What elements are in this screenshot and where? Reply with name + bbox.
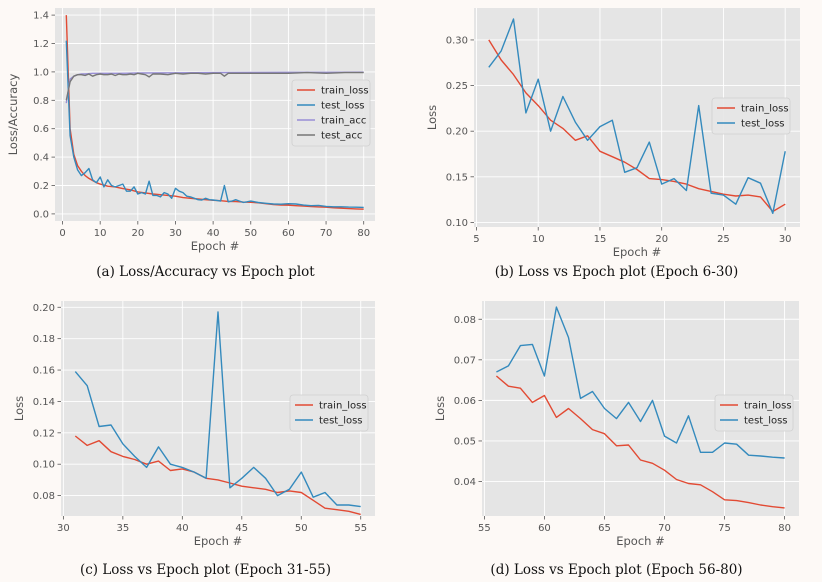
y-tick-label: 0.06 — [454, 396, 476, 407]
chart-d: 55 60 65 70 75 80 0.04 0.05 0.06 0.07 0.08 Epoch # L… — [433, 301, 799, 548]
series-line-train-loss — [495, 375, 785, 509]
legend-label-test-loss: test_loss — [741, 119, 785, 130]
legend-label-train-loss: train_loss — [744, 401, 792, 412]
y-tick-label: 0.04 — [454, 477, 476, 488]
legend-label-train-loss: train_loss — [741, 104, 789, 115]
x-tick-label: 55 — [354, 523, 367, 534]
x-tick-label: 50 — [244, 228, 257, 239]
y-tick-label: 0.10 — [33, 460, 55, 471]
y-tick-label: 0.6 — [33, 124, 49, 135]
x-axis-label: Epoch # — [194, 534, 243, 548]
series-line-test-acc — [65, 71, 364, 101]
legend-label-train-loss: train_loss — [321, 86, 369, 97]
panel-d: 55 60 65 70 75 80 0.04 0.05 0.06 0.07 0.08 Epoch # L… — [411, 291, 822, 582]
chart-a: 0 10 20 30 40 50 60 70 80 0.0 0.2 0.4 0.6 0.8 1.0 1.2 1.… — [6, 8, 375, 253]
x-tick-label: 10 — [532, 234, 545, 245]
x-tick-label: 30 — [169, 228, 182, 239]
x-tick-label: 40 — [176, 523, 189, 534]
y-tick-label: 0.2 — [33, 181, 49, 192]
x-tick-label: 30 — [57, 523, 70, 534]
y-axis-label: Loss — [433, 396, 447, 421]
caption-d: (d) Loss vs Epoch plot (Epoch 56-80) — [490, 562, 743, 578]
series-line-train-loss — [488, 39, 786, 213]
panel-c: 30 35 40 45 50 55 0.08 0.10 0.12 0.14 0.16 0.18 0.20… — [0, 291, 411, 582]
x-tick-label: 60 — [538, 523, 551, 534]
legend-label-train-loss: train_loss — [319, 401, 367, 412]
caption-b: (b) Loss vs Epoch plot (Epoch 6-30) — [494, 264, 739, 280]
series-line-train-loss — [74, 435, 361, 516]
y-tick-label: 1.2 — [33, 39, 49, 50]
y-tick-label: 0.12 — [33, 428, 55, 439]
x-tick-label: 70 — [320, 228, 333, 239]
series-line-test-loss — [496, 306, 785, 459]
y-tick-label: 0.16 — [33, 366, 55, 377]
x-axis-label: Epoch # — [616, 534, 665, 548]
x-tick-label: 50 — [295, 523, 308, 534]
legend — [291, 79, 371, 147]
panel-b: 5 10 15 20 25 30 0.10 0.15 0.20 0.25 0.30 Epoch # Lo… — [411, 0, 822, 291]
x-tick-label: 15 — [594, 234, 607, 245]
x-tick-label: 0 — [59, 228, 65, 239]
y-axis-label: Loss/Accuracy — [6, 74, 20, 156]
legend-label-test-loss: test_loss — [744, 416, 788, 427]
y-tick-label: 0.25 — [446, 81, 468, 92]
x-tick-label: 35 — [116, 523, 129, 534]
y-tick-label: 0.20 — [33, 303, 55, 314]
caption-a: (a) Loss/Accuracy vs Epoch plot — [96, 264, 315, 280]
y-tick-label: 0.10 — [446, 218, 468, 229]
x-tick-label: 10 — [94, 228, 107, 239]
panel-a: 0 10 20 30 40 50 60 70 80 0.0 0.2 0.4 0.6 0.8 1.0 1.2 1.… — [0, 0, 411, 291]
y-tick-label: 0.0 — [33, 209, 49, 220]
x-tick-label: 80 — [357, 228, 370, 239]
series-line-test-loss — [488, 18, 786, 215]
x-tick-label: 75 — [718, 523, 731, 534]
y-tick-label: 0.18 — [33, 334, 55, 345]
legend-label-test-loss: test_loss — [321, 101, 365, 112]
x-tick-label: 30 — [779, 234, 792, 245]
x-tick-label: 60 — [282, 228, 295, 239]
series-line-test-loss — [65, 40, 364, 209]
y-tick-label: 0.14 — [33, 397, 55, 408]
y-tick-label: 0.4 — [33, 153, 49, 164]
chart-b: 5 10 15 20 25 30 0.10 0.15 0.20 0.25 0.30 Epoch # Lo… — [425, 8, 800, 259]
x-axis-label: Epoch # — [191, 239, 240, 253]
y-tick-label: 1.4 — [33, 11, 49, 22]
x-tick-label: 20 — [131, 228, 144, 239]
y-axis-label: Loss — [12, 396, 26, 421]
x-axis-label: Epoch # — [613, 245, 662, 259]
y-tick-label: 0.20 — [446, 127, 468, 138]
x-tick-label: 80 — [778, 523, 791, 534]
x-tick-label: 45 — [235, 523, 248, 534]
legend — [714, 394, 794, 432]
x-tick-label: 70 — [658, 523, 671, 534]
x-tick-label: 40 — [207, 228, 220, 239]
y-tick-label: 0.30 — [446, 35, 468, 46]
y-tick-label: 1.0 — [33, 67, 49, 78]
x-tick-label: 5 — [473, 234, 479, 245]
caption-c: (c) Loss vs Epoch plot (Epoch 31-55) — [79, 562, 332, 578]
legend-label-test-loss: test_loss — [319, 416, 363, 427]
series-line-test-loss — [74, 311, 361, 508]
y-tick-label: 0.08 — [454, 315, 476, 326]
chart-c: 30 35 40 45 50 55 0.08 0.10 0.12 0.14 0.16 0.18 0.20… — [12, 301, 375, 548]
y-tick-label: 0.08 — [33, 491, 55, 502]
legend-label-train-acc: train_acc — [321, 116, 366, 127]
x-tick-label: 55 — [478, 523, 491, 534]
legend-label-test-acc: test_acc — [321, 131, 362, 142]
y-tick-label: 0.07 — [454, 355, 476, 366]
x-tick-label: 25 — [717, 234, 730, 245]
y-tick-label: 0.15 — [446, 172, 468, 183]
y-tick-label: 0.8 — [33, 96, 49, 107]
legend — [289, 394, 369, 432]
x-tick-label: 65 — [598, 523, 611, 534]
y-axis-label: Loss — [425, 105, 439, 130]
legend — [711, 97, 791, 135]
y-tick-label: 0.05 — [454, 436, 476, 447]
x-tick-label: 20 — [655, 234, 668, 245]
